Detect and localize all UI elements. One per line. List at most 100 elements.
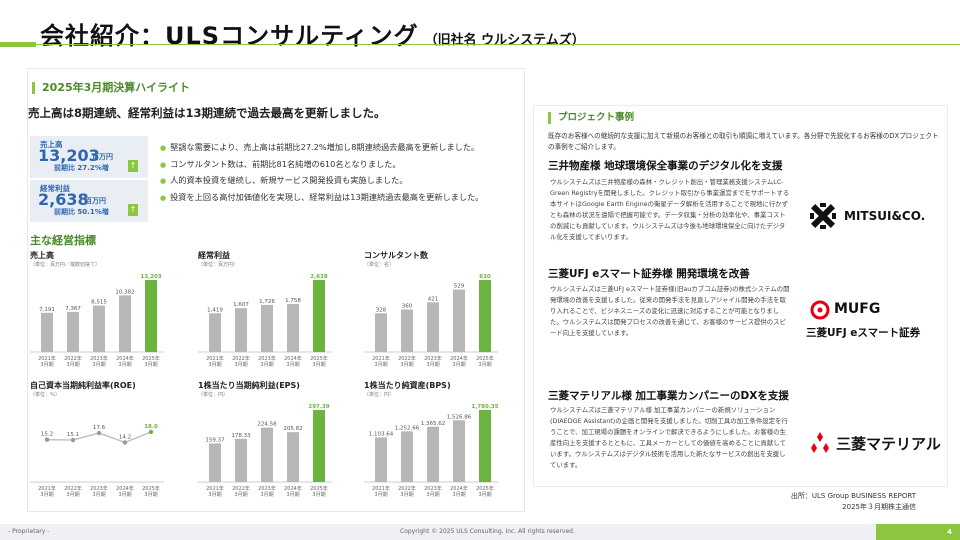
chart-tick-label: 2025年 (142, 485, 160, 492)
chart-value-label: 7,191 (39, 307, 55, 313)
chart-tick-label: 2025年 (310, 355, 328, 362)
mufg-logo-subtext: 三菱UFJ eスマート証券 (806, 327, 921, 339)
chart-value-label: 610 (479, 274, 491, 280)
chart-value-label: 1,103.64 (369, 431, 394, 437)
chart-bar (261, 427, 273, 482)
chart-value-label: 224.58 (257, 422, 277, 428)
bullet-item: コンサルタント数は、前期比81名純増の610名となりました。 (160, 157, 520, 174)
chart-unit: （単位：円） (198, 392, 229, 398)
chart-tick-label: 2022年 (398, 485, 416, 492)
chart-svg: 7,1912021年3月期7,3672022年3月期8,5152023年3月期1… (30, 274, 164, 368)
chart-value-label: 18.0 (144, 424, 158, 430)
chart-bar (235, 438, 247, 482)
chart-tick-label: 2023年 (424, 485, 442, 492)
chart-value-label: 13,203 (140, 274, 161, 280)
chart-svg: 159.372021年3月期178.332022年3月期224.582023年3… (198, 404, 332, 498)
footer-copyright: Copyright © 2025 ULS Consulting, Inc. Al… (400, 528, 575, 535)
chart-tick-label: 2023年 (90, 355, 108, 362)
chart-value-label: 2,638 (310, 274, 328, 280)
mufg-mark-icon (810, 300, 830, 320)
case-body-mufg: ウルシステムズは三菱UFJ eスマート証券様(旧auカブコム証券)の株式システム… (550, 285, 790, 337)
chart-tick-label: 2024年 (450, 485, 468, 492)
chart-tick-label: 2023年 (258, 485, 276, 492)
chart-value-label: 297.39 (308, 404, 329, 410)
chart-value-label: 8,515 (91, 300, 107, 306)
chart-bar (313, 410, 325, 482)
chart-tick-label: 3月期 (426, 492, 439, 498)
chart-value-label: 15.1 (67, 432, 79, 438)
case-title-mitsubishi-materials: 三菱マテリアル様 加工事業カンパニーのDXを支援 (548, 390, 789, 402)
bullet-item: 人的資本投資を継続し、新規サービス開発投資も実施しました。 (160, 173, 520, 190)
chart-bar (209, 313, 221, 352)
chart-value-label: 1,758 (285, 298, 301, 304)
chart-tick-label: 3月期 (208, 492, 221, 498)
chart-point (122, 440, 128, 445)
chart-point (70, 437, 76, 443)
up-arrow-icon: ↑ (128, 204, 138, 216)
chart-bps: 1株当たり純資産(BPS) （単位：円） 1,103.64 2021年 3月期 1,2… (364, 380, 504, 506)
chart-tick-label: 2021年 (206, 355, 224, 362)
source-line-1: 出所：ULS Group BUSINESS REPORT (790, 492, 916, 500)
kpi-sales: 売上高 13,203 百万円 前期比 27.2%増 ↑ (30, 136, 148, 178)
title-accent-bar (0, 42, 36, 47)
chart-value-label: 529 (454, 284, 465, 290)
chart-svg: 1,4192021年3月期1,6072022年3月期1,7262023年3月期1… (198, 274, 332, 368)
chart-bar (453, 420, 465, 482)
case-title-mitsui: 三井物産様 地球環境保全事業のデジタル化を支援 (548, 160, 783, 172)
chart-tick-label: 3月期 (234, 492, 247, 498)
title-subtitle: （旧社名 ウルシステムズ） (424, 33, 585, 48)
chart-tick-label: 3月期 (118, 492, 131, 498)
chart-bar (287, 432, 299, 482)
chart-tick-label: 2025年 (310, 485, 328, 492)
chart-unit: （単位：百万円） (198, 262, 239, 268)
mitsui-logo-text: MITSUI&CO. (844, 209, 926, 223)
chart-title: 1株当たり純資産(BPS) (364, 381, 451, 390)
chart-tick-label: 3月期 (286, 362, 299, 368)
projects-panel (533, 105, 948, 487)
chart-value-label: 328 (376, 307, 387, 313)
chart-tick-label: 3月期 (374, 362, 387, 368)
results-lead: 売上高は8期連続、経常利益は13期連続で過去最高を更新しました。 (28, 106, 386, 120)
chart-bar (119, 295, 131, 352)
chart-bar (375, 313, 387, 352)
chart-bar (479, 280, 491, 352)
chart-ordinary-profit: 経常利益 （単位：百万円） 1,419 2021年 3月期 1,607 2022年 3月期… (198, 250, 338, 376)
chart-title: コンサルタント数 (364, 251, 428, 260)
bullet-item: 堅調な需要により、売上高は前期比27.2%増加し8期連続過去最高を更新しました。 (160, 140, 520, 157)
chart-value-label: 10,382 (115, 289, 134, 295)
chart-bar (453, 289, 465, 352)
chart-bar (261, 304, 273, 352)
chart-tick-label: 2022年 (64, 355, 82, 362)
chart-tick-label: 2024年 (116, 355, 134, 362)
chart-bar (427, 302, 439, 352)
chart-value-label: 178.33 (231, 433, 251, 439)
chart-value-label: 17.6 (93, 425, 106, 431)
mitsubishi-materials-logo: 三菱マテリアル (808, 430, 941, 460)
chart-bar (375, 437, 387, 482)
chart-tick-label: 3月期 (92, 492, 105, 498)
chart-tick-label: 3月期 (312, 362, 325, 368)
chart-tick-label: 3月期 (286, 492, 299, 498)
chart-tick-label: 2023年 (90, 485, 108, 492)
chart-svg: 2021年3月期2022年3月期2023年3月期2024年3月期2025年3月期… (30, 424, 164, 498)
chart-svg: 1,103.642021年3月期1,252.662022年3月期1,365.62… (364, 404, 499, 498)
kpi-change: 前期比 50.1%増 (54, 208, 109, 216)
chart-tick-label: 3月期 (40, 492, 53, 498)
chart-tick-label: 3月期 (400, 362, 413, 368)
chart-title: 経常利益 (198, 251, 230, 260)
results-section-title: 2025年3月期決算ハイライト (32, 82, 190, 94)
chart-tick-label: 2022年 (232, 355, 250, 362)
chart-tick-label: 2021年 (38, 355, 56, 362)
chart-value-label: 205.82 (283, 426, 302, 432)
mitsui-logo: MITSUI&CO. (806, 199, 936, 235)
chart-value-label: 15.2 (41, 432, 53, 438)
chart-tick-label: 2022年 (64, 485, 82, 492)
kpi-unit: 百万円 (85, 197, 106, 205)
chart-value-label: 1,726 (259, 299, 275, 305)
chart-bar (401, 309, 413, 352)
chart-value-label: 360 (402, 304, 413, 310)
kpi-unit: 百万円 (92, 153, 113, 161)
chart-tick-label: 2024年 (284, 355, 302, 362)
footer-proprietary: - Proprietary - (8, 528, 50, 535)
